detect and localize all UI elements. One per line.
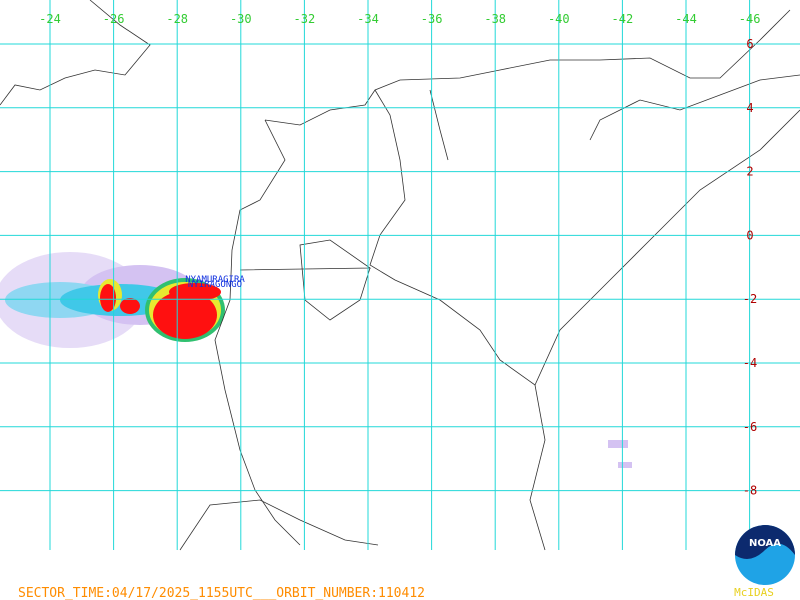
lat-label: 6: [746, 37, 753, 51]
lon-label: -24: [39, 12, 61, 26]
lat-label: -8: [743, 484, 757, 498]
plume-high: [169, 283, 221, 301]
border-line: [179, 499, 379, 551]
ash-plume: [0, 252, 632, 468]
graticule: [0, 0, 800, 550]
coastline: [529, 384, 546, 551]
plume-high: [100, 284, 116, 312]
border-line: [214, 119, 301, 546]
lon-label: -28: [166, 12, 188, 26]
lon-label: -44: [675, 12, 697, 26]
lat-label: 4: [746, 101, 753, 115]
plume-high: [120, 298, 140, 314]
logo-bird: [735, 525, 795, 559]
lon-label: -34: [357, 12, 379, 26]
lat-label: 0: [746, 228, 753, 242]
place-label: NYAMURAGIRA: [185, 275, 245, 285]
border-line: [589, 74, 800, 141]
noaa-logo: NOAA: [735, 525, 795, 585]
lon-label: -38: [484, 12, 506, 26]
lon-label: -42: [612, 12, 634, 26]
credit: McIDAS: [734, 586, 774, 599]
plume-high: [153, 291, 217, 339]
labels: NYAMURAGIRA NYIRAGONGO SECTOR_TIME:04/17…: [18, 12, 774, 600]
lon-label: -36: [421, 12, 443, 26]
border-line: [264, 9, 791, 126]
lon-label: -26: [103, 12, 125, 26]
plume-haze: [608, 440, 628, 448]
border-line: [429, 89, 449, 161]
place-label: NYIRAGONGO: [188, 280, 242, 290]
borders: [0, 0, 800, 551]
plume-haze: [618, 462, 632, 468]
lat-label: -2: [743, 292, 757, 306]
border-line: [369, 89, 800, 386]
lon-label: -32: [294, 12, 316, 26]
footer-text: SECTOR_TIME:04/17/2025_1155UTC___ORBIT_N…: [18, 586, 425, 600]
lon-label: -30: [230, 12, 252, 26]
logo-text: NOAA: [749, 538, 781, 549]
lake-victoria: [239, 239, 372, 321]
lon-label: -40: [548, 12, 570, 26]
border-line: [0, 0, 151, 106]
lat-label: 2: [746, 165, 753, 179]
lon-label: -46: [739, 12, 761, 26]
lat-label: -6: [743, 420, 757, 434]
lat-label: -4: [743, 356, 757, 370]
